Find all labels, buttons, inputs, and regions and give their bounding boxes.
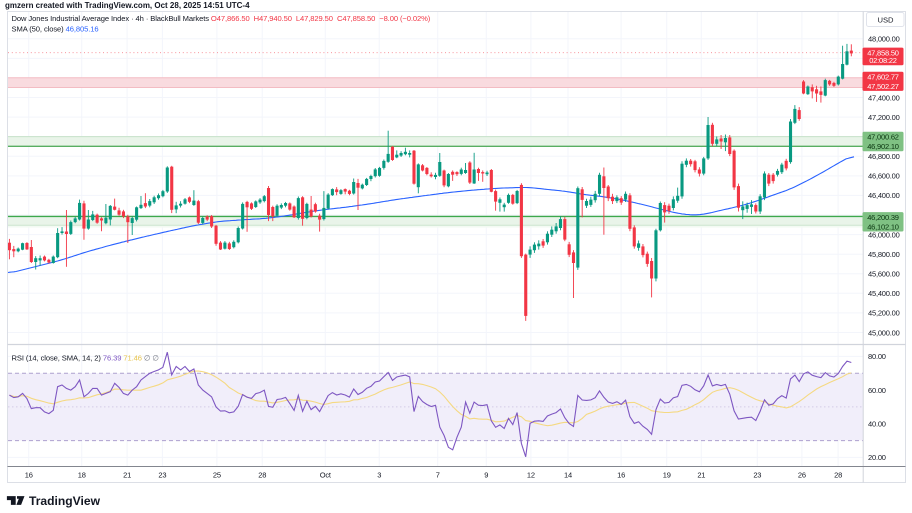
- svg-text:45,000.00: 45,000.00: [868, 328, 900, 337]
- svg-text:45,400.00: 45,400.00: [868, 289, 900, 298]
- svg-text:3: 3: [377, 470, 381, 479]
- svg-text:USD: USD: [877, 16, 894, 25]
- svg-text:46,000.00: 46,000.00: [868, 230, 900, 239]
- svg-text:9: 9: [484, 470, 488, 479]
- svg-text:16: 16: [617, 470, 625, 479]
- svg-text:46,902.10: 46,902.10: [867, 142, 899, 151]
- svg-text:47,200.00: 47,200.00: [868, 113, 900, 122]
- svg-text:40.00: 40.00: [868, 420, 886, 429]
- svg-text:45,600.00: 45,600.00: [868, 270, 900, 279]
- svg-text:45,200.00: 45,200.00: [868, 309, 900, 318]
- svg-text:TradingView: TradingView: [29, 494, 101, 508]
- svg-text:7: 7: [436, 470, 440, 479]
- svg-text:47,000.62: 47,000.62: [867, 133, 899, 142]
- svg-text:46,800.00: 46,800.00: [868, 152, 900, 161]
- svg-text:80.00: 80.00: [868, 352, 886, 361]
- svg-text:Dow Jones Industrial Average I: Dow Jones Industrial Average Index · 4h …: [12, 14, 431, 23]
- svg-text:28: 28: [834, 470, 842, 479]
- svg-text:20.00: 20.00: [868, 453, 886, 462]
- svg-text:18: 18: [78, 470, 86, 479]
- svg-text:47,502.27: 47,502.27: [867, 82, 899, 91]
- svg-text:23: 23: [158, 470, 166, 479]
- svg-text:19: 19: [663, 470, 671, 479]
- svg-text:46,200.39: 46,200.39: [867, 213, 899, 222]
- svg-text:46,400.00: 46,400.00: [868, 191, 900, 200]
- svg-text:gmzern created with TradingVie: gmzern created with TradingView.com, Oct…: [5, 1, 250, 10]
- svg-text:26: 26: [798, 470, 806, 479]
- svg-text:23: 23: [753, 470, 761, 479]
- svg-text:16: 16: [25, 470, 33, 479]
- svg-text:21: 21: [123, 470, 131, 479]
- svg-text:Oct: Oct: [320, 470, 332, 479]
- svg-text:60.00: 60.00: [868, 386, 886, 395]
- svg-text:RSI (14, close, SMA, 14, 2) 76: RSI (14, close, SMA, 14, 2) 76.39 71.46 …: [12, 354, 160, 363]
- svg-text:12: 12: [527, 470, 535, 479]
- svg-text:48,000.00: 48,000.00: [868, 35, 900, 44]
- svg-text:14: 14: [564, 470, 572, 479]
- svg-text:46,102.10: 46,102.10: [867, 223, 899, 232]
- svg-text:46,600.00: 46,600.00: [868, 172, 900, 181]
- svg-text:28: 28: [258, 470, 266, 479]
- svg-text:47,858.50: 47,858.50: [867, 48, 899, 57]
- svg-text:25: 25: [213, 470, 221, 479]
- svg-text:21: 21: [697, 470, 705, 479]
- svg-text:47,602.77: 47,602.77: [867, 73, 899, 82]
- svg-text:SMA (50, close) 46,805.16: SMA (50, close) 46,805.16: [12, 25, 99, 34]
- svg-text:45,800.00: 45,800.00: [868, 250, 900, 259]
- svg-text:47,400.00: 47,400.00: [868, 93, 900, 102]
- svg-text:02:08:22: 02:08:22: [869, 56, 897, 65]
